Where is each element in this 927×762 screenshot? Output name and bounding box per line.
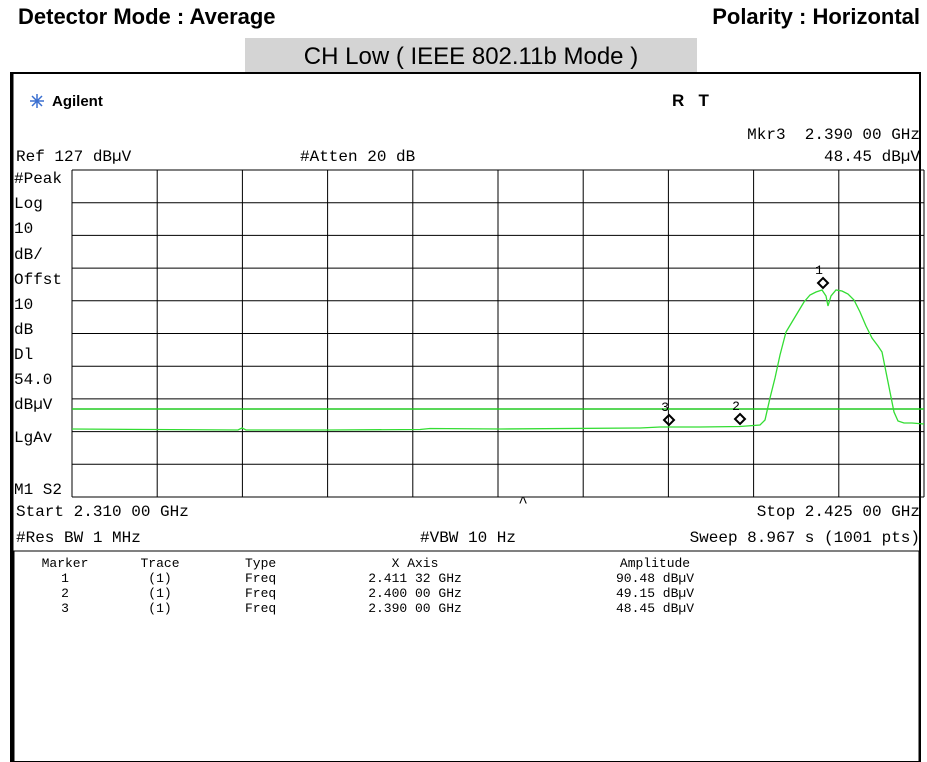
trace [71,289,925,431]
vbw: #VBW 10 Hz [420,529,516,547]
marker-flag: 3 [661,400,669,415]
brand-icon [30,94,44,108]
brand: Agilent [52,93,103,110]
left-label: LgAv [14,429,53,447]
table-cell: (1) [148,586,171,601]
left-label: Offst [14,271,62,289]
left-label: #Peak [14,170,62,188]
table-cell: Freq [245,601,276,616]
table-cell: 3 [61,601,69,616]
marker-flag: 2 [732,399,740,414]
polarity: Polarity : Horizontal [712,4,920,29]
column-header: X Axis [392,556,439,571]
marker-table-box [13,550,920,762]
column-header: Amplitude [620,556,690,571]
left-label: M1 S2 [14,481,62,499]
left-label: dB [14,321,33,339]
detector-mode: Detector Mode : Average [18,4,276,29]
table-cell: 1 [61,571,69,586]
left-label: 10 [14,220,33,238]
column-header: Trace [140,556,179,571]
marker-diamond [816,276,830,290]
left-label: 54.0 [14,371,52,389]
left-label: Dl [14,346,33,364]
table-cell: 48.45 dBµV [616,601,694,616]
marker-flag: 1 [815,263,823,278]
column-header: Marker [42,556,89,571]
marker-amplitude: 48.45 dBµV [824,148,920,166]
table-cell: Freq [245,571,276,586]
left-labels: #Peak Log 10 dB/Offst 10 dB Dl 54.0 dBµV LgAv M1 S… [14,170,62,499]
stop-freq: Stop 2.425 00 GHz [757,503,920,521]
graticule [71,169,925,498]
table-cell: 2.390 00 GHz [368,601,462,616]
marker-diamond [662,413,676,427]
marker-readout: Mkr3 2.390 00 GHz [747,126,920,144]
left-label: 10 [14,296,33,314]
column-header: Type [245,556,276,571]
screen-frame [10,72,921,762]
table-cell: (1) [148,601,171,616]
start-freq: Start 2.310 00 GHz [16,503,189,521]
table-cell: 90.48 dBµV [616,571,694,586]
table-cell: 2.400 00 GHz [368,586,462,601]
res-bw: #Res BW 1 MHz [16,529,141,547]
marker-diamond [733,412,747,426]
left-label: Log [14,195,43,213]
left-label: dB/ [14,246,43,264]
markers: 1 2 3 [661,263,830,427]
table-cell: 49.15 dBµV [616,586,694,601]
table-cell: 2 [61,586,69,601]
title-box [245,38,697,72]
table-cell: Freq [245,586,276,601]
center-caret: ^ [518,494,528,512]
left-label: dBµV [14,396,53,414]
status: R T [672,91,709,110]
marker-table: Marker Trace Type X Axis Amplitude 1 (1) Freq 2.… [42,556,695,616]
sweep: Sweep 8.967 s (1001 pts) [690,529,920,547]
table-cell: 2.411 32 GHz [368,571,462,586]
table-cell: (1) [148,571,171,586]
ref-level: Ref 127 dBµV [16,148,132,166]
title: CH Low ( IEEE 802.11b Mode ) [304,43,638,70]
attenuation: #Atten 20 dB [300,148,415,166]
